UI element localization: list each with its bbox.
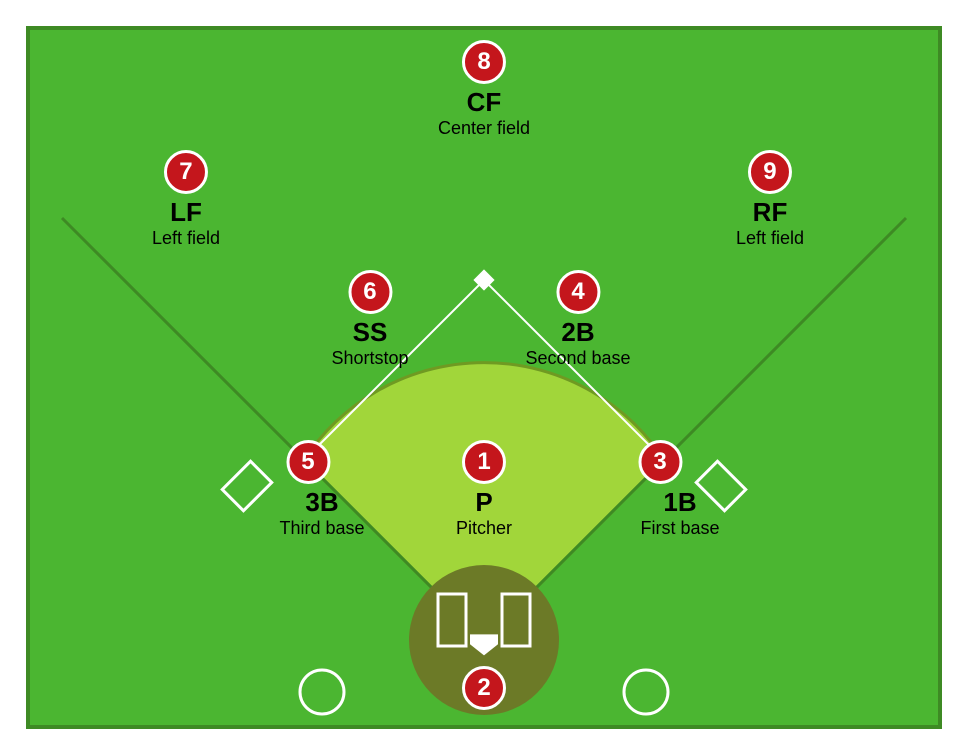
position-marker: 2 — [462, 666, 506, 710]
position-marker: 7LFLeft field — [152, 150, 220, 248]
position-label: 2BSecond base — [525, 318, 630, 368]
position-abbr: LF — [152, 198, 220, 227]
position-label: 3BThird base — [279, 488, 364, 538]
position-marker: 1PPitcher — [456, 440, 512, 538]
position-abbr: 1B — [640, 488, 719, 517]
position-number-badge: 5 — [286, 440, 330, 484]
position-name: Pitcher — [456, 519, 512, 539]
position-abbr: 2B — [525, 318, 630, 347]
position-marker: 42BSecond base — [525, 270, 630, 368]
position-marker: 31BFirst base — [620, 440, 699, 538]
position-label: RFLeft field — [736, 198, 804, 248]
position-label: PPitcher — [456, 488, 512, 538]
position-marker: 53BThird base — [265, 440, 350, 538]
position-abbr: SS — [331, 318, 408, 347]
position-name: First base — [640, 519, 719, 539]
position-label: CFCenter field — [438, 88, 530, 138]
position-abbr: CF — [438, 88, 530, 117]
position-number-badge: 9 — [748, 150, 792, 194]
position-marker: 9RFLeft field — [736, 150, 804, 248]
position-abbr: 3B — [279, 488, 364, 517]
position-abbr: RF — [736, 198, 804, 227]
position-number-badge: 4 — [556, 270, 600, 314]
position-number-badge: 2 — [462, 666, 506, 710]
position-name: Center field — [438, 119, 530, 139]
position-number-badge: 1 — [462, 440, 506, 484]
position-label: LFLeft field — [152, 198, 220, 248]
position-label: 1BFirst base — [640, 488, 719, 538]
position-abbr: P — [456, 488, 512, 517]
position-marker: 6SSShortstop — [331, 270, 408, 368]
position-name: Third base — [279, 519, 364, 539]
position-label: SSShortstop — [331, 318, 408, 368]
position-name: Shortstop — [331, 349, 408, 369]
position-name: Left field — [736, 229, 804, 249]
position-number-badge: 8 — [462, 40, 506, 84]
position-number-badge: 7 — [164, 150, 208, 194]
position-name: Second base — [525, 349, 630, 369]
position-number-badge: 3 — [638, 440, 682, 484]
position-marker: 8CFCenter field — [438, 40, 530, 138]
position-name: Left field — [152, 229, 220, 249]
baseball-field-diagram: 1PPitcher231BFirst base42BSecond base53B… — [0, 0, 968, 755]
position-number-badge: 6 — [348, 270, 392, 314]
